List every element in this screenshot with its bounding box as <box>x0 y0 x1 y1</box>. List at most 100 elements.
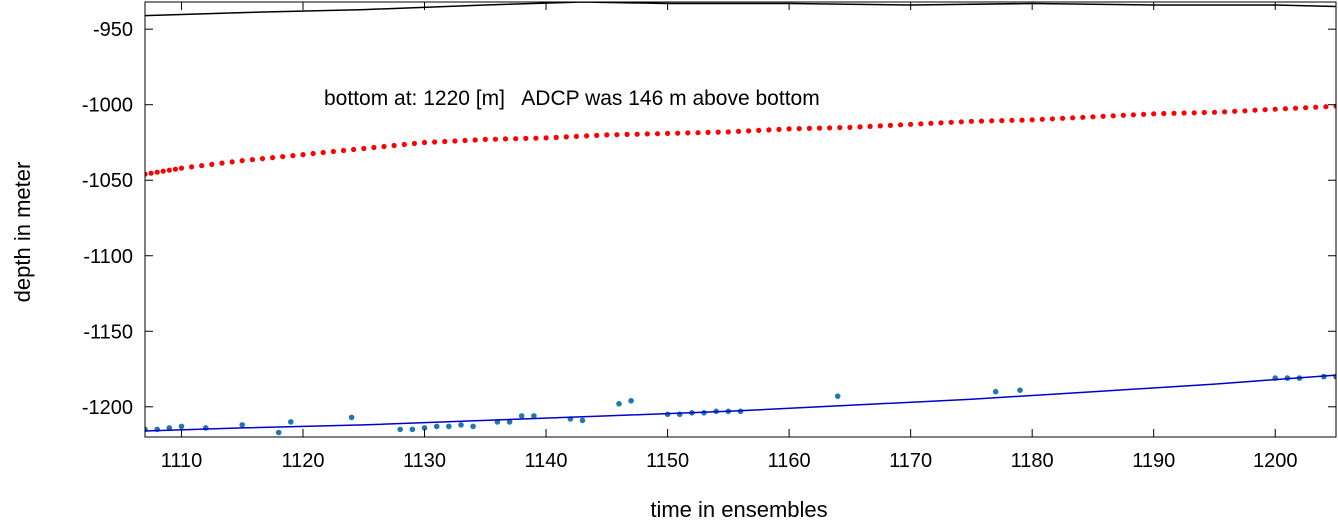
x-axis-title: time in ensembles <box>650 497 827 522</box>
series-1-dot <box>280 154 286 160</box>
series-1-dot <box>442 138 448 145</box>
series-2-point <box>446 423 452 430</box>
series-1-dot <box>320 149 326 156</box>
series-1-dot <box>1141 111 1147 117</box>
series-1-dot <box>938 120 944 126</box>
series-1-dot <box>1049 116 1055 122</box>
series-1-dot <box>172 166 178 172</box>
series-1-dot <box>219 160 225 166</box>
series-1-dot <box>361 145 367 152</box>
series-1-dot <box>1130 112 1136 118</box>
series-1-dot <box>897 122 904 128</box>
y-axis-title: depth in meter <box>10 162 35 303</box>
series-1-dot <box>999 118 1005 124</box>
series-1-dot <box>1151 111 1157 117</box>
series-1-dot <box>513 136 519 142</box>
series-1-dot <box>330 148 336 155</box>
series-1-dot <box>1009 117 1015 123</box>
series-1-dot <box>462 137 468 144</box>
series-1-dot <box>1222 109 1228 115</box>
series-1-dot <box>958 119 964 125</box>
x-tick-label: 1110 <box>161 450 203 472</box>
series-1-dot <box>411 140 417 147</box>
series-1-dot <box>1242 108 1248 114</box>
series-1-dot <box>145 171 148 177</box>
series-1-dot <box>1232 108 1238 114</box>
x-tick-label: 1150 <box>646 450 689 472</box>
series-1-dot <box>746 128 752 134</box>
series-1-dot <box>827 125 833 131</box>
series-1-dot <box>199 163 205 169</box>
series-1-dot <box>178 165 185 171</box>
series-1-dot <box>816 125 823 131</box>
series-2-point <box>628 398 634 404</box>
series-2-point <box>166 425 173 431</box>
series-1-dot <box>1110 113 1116 119</box>
series-1-dot <box>877 123 883 129</box>
plot-border <box>144 1 1337 438</box>
series-2-point <box>531 413 537 419</box>
series-1-dot <box>857 124 863 130</box>
series-1-dot <box>1080 114 1086 120</box>
series-1-dot <box>1171 110 1177 116</box>
series-1-dot <box>249 157 255 163</box>
series-1-dot <box>259 156 266 162</box>
series-1-dot <box>401 141 407 148</box>
series-1-dot <box>928 120 934 126</box>
series-1-dot <box>1262 107 1268 113</box>
series-1-dot <box>1070 115 1076 121</box>
x-axis: 1110 1120 1130 1140 1150 1160 1170 1180 1190 1200 <box>161 2 1298 472</box>
series-1-dot <box>391 142 397 149</box>
series-1-dot <box>806 125 813 131</box>
series-1-dot <box>452 138 458 144</box>
y-tick-label: -1200 <box>82 397 133 419</box>
series-1-dot <box>705 129 711 135</box>
series-1-dot <box>371 144 377 151</box>
series-1-dot <box>908 121 914 127</box>
series-1-dot <box>381 143 387 150</box>
series-2-point <box>458 422 464 428</box>
y-tick-label: -1000 <box>82 95 133 117</box>
series-1-dot <box>310 150 316 157</box>
series-2-point <box>288 419 294 425</box>
series-1-dot <box>1191 110 1197 116</box>
series-1-dot <box>300 152 306 158</box>
series-1-dot <box>1100 113 1106 119</box>
series-2-point <box>1017 387 1023 394</box>
series-2-point <box>178 423 185 430</box>
series-1-dot <box>766 127 772 133</box>
series-0-line <box>145 2 1336 17</box>
series-1-dot <box>1313 104 1319 110</box>
series-1-dot <box>472 137 478 143</box>
series-1-dot <box>543 135 549 141</box>
chart-annotation: bottom at: 1220 [m] ADCP was 146 m above… <box>324 87 820 110</box>
series-1-dot <box>1090 114 1096 120</box>
x-tick-label: 1140 <box>525 450 568 472</box>
x-tick-label: 1200 <box>1253 450 1298 472</box>
x-tick-label: 1160 <box>768 450 811 472</box>
series-1-dot <box>968 118 975 124</box>
series-1-dot <box>154 169 160 175</box>
series-1-dot <box>584 133 590 139</box>
plot-frame <box>144 1 1337 438</box>
series-1-dot <box>776 126 782 132</box>
series-1-dot <box>634 131 640 137</box>
series-1-dot <box>614 132 620 138</box>
series-2-point <box>421 425 428 431</box>
series-1-dot <box>482 136 488 142</box>
series-1-dot <box>523 135 529 141</box>
series-2-point <box>992 388 999 395</box>
series-1-dot <box>209 161 215 167</box>
x-tick-label: 1180 <box>1011 450 1054 472</box>
series-1-dot <box>685 130 691 136</box>
plot-area <box>145 2 1336 436</box>
series-2-point <box>834 393 841 400</box>
series-1-dot <box>189 164 195 170</box>
series-1-dot <box>1323 104 1329 110</box>
series-1-dot <box>290 153 296 159</box>
series-1-dot <box>563 134 569 140</box>
series-2-point <box>518 413 525 419</box>
series-1-dot <box>533 135 539 141</box>
series-1-dot <box>837 125 843 131</box>
